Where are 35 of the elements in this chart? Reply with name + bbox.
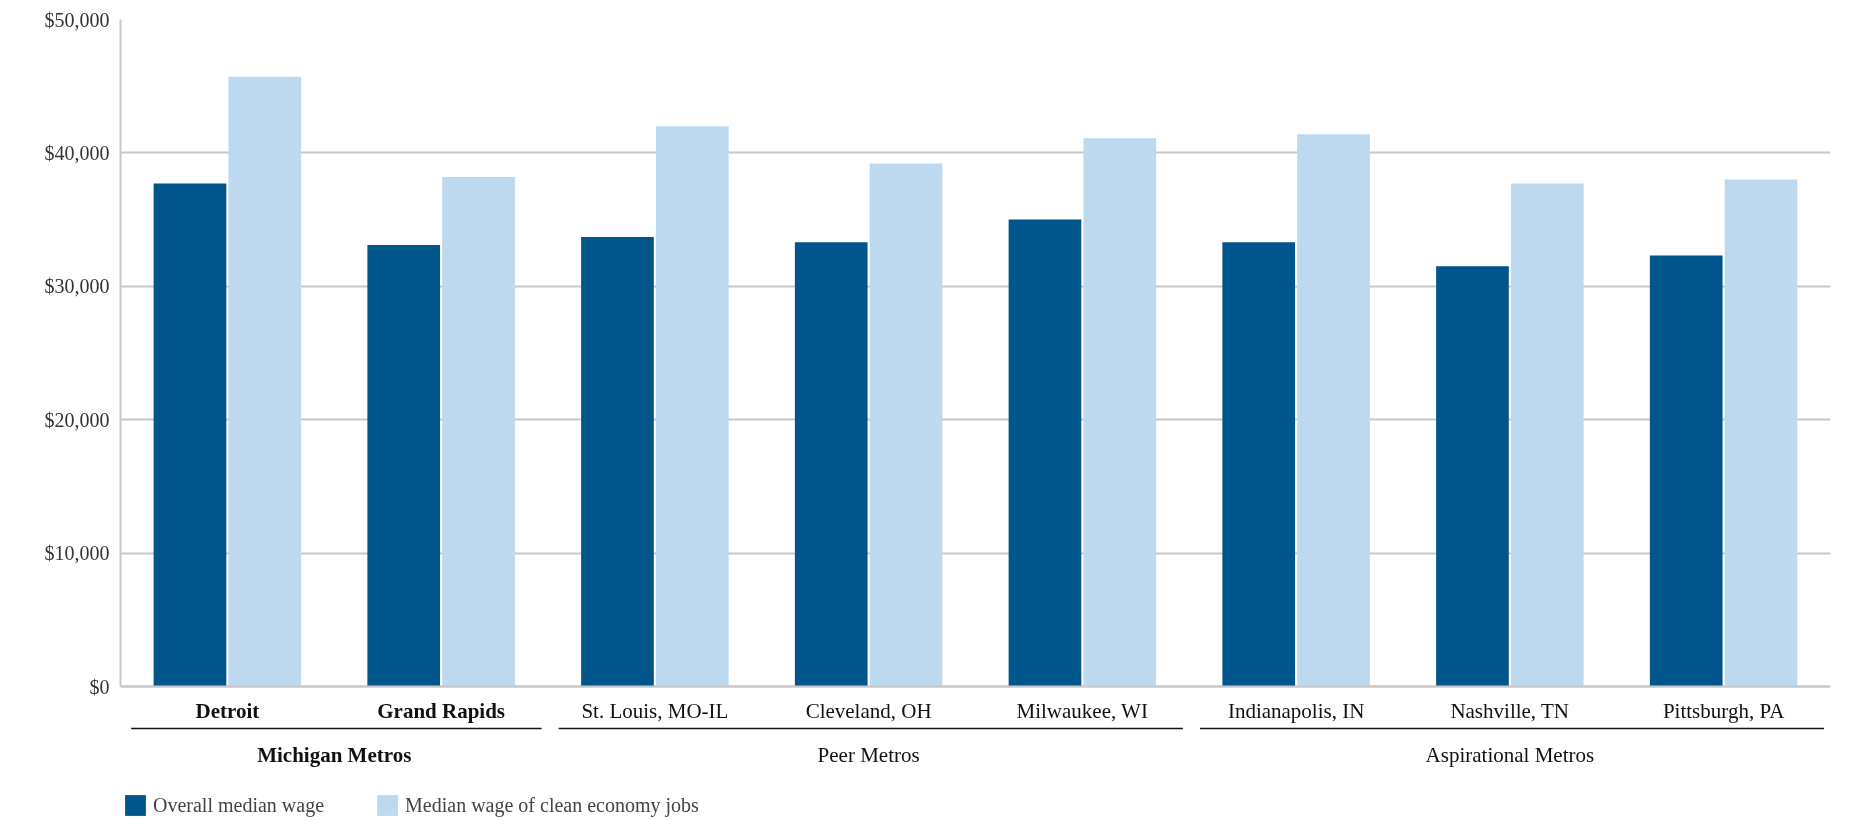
x-tick-label: Nashville, TN bbox=[1450, 698, 1569, 723]
x-tick-label: Detroit bbox=[195, 698, 260, 723]
bar bbox=[228, 76, 302, 687]
bar bbox=[1222, 242, 1296, 687]
bar bbox=[1724, 179, 1798, 687]
legend-label: Median wage of clean economy jobs bbox=[405, 793, 699, 817]
bar bbox=[1008, 219, 1082, 687]
y-tick-label: $20,000 bbox=[44, 408, 110, 431]
text: Michigan Metros bbox=[257, 742, 412, 767]
bar bbox=[1510, 183, 1584, 687]
y-tick-label: $10,000 bbox=[44, 542, 110, 565]
bar bbox=[1649, 255, 1723, 687]
x-tick-label: Cleveland, OH bbox=[805, 698, 932, 723]
y-tick-label: $50,000 bbox=[44, 8, 110, 31]
text: Peer Metros bbox=[817, 742, 920, 767]
text: Aspirational Metros bbox=[1425, 742, 1595, 767]
bar bbox=[1436, 266, 1509, 687]
bar bbox=[1083, 138, 1157, 687]
x-tick-label: Indianapolis, IN bbox=[1227, 698, 1365, 723]
legend-label: Overall median wage bbox=[153, 793, 325, 817]
bar bbox=[794, 242, 868, 687]
bar bbox=[1297, 134, 1370, 687]
y-tick-label: $30,000 bbox=[44, 275, 110, 298]
y-tick-label: $40,000 bbox=[44, 141, 110, 164]
bar bbox=[655, 126, 729, 687]
x-tick-label: Pittsburgh, PA bbox=[1662, 698, 1786, 723]
bar bbox=[869, 163, 943, 687]
bar bbox=[153, 183, 227, 687]
x-tick-label: Milwaukee, WI bbox=[1016, 698, 1148, 723]
bar bbox=[367, 244, 441, 687]
y-tick-label: $0 bbox=[89, 675, 110, 698]
x-tick-label: Grand Rapids bbox=[377, 698, 506, 723]
bar bbox=[442, 176, 515, 687]
bar bbox=[581, 236, 654, 687]
x-tick-label: St. Louis, MO-IL bbox=[581, 698, 729, 723]
